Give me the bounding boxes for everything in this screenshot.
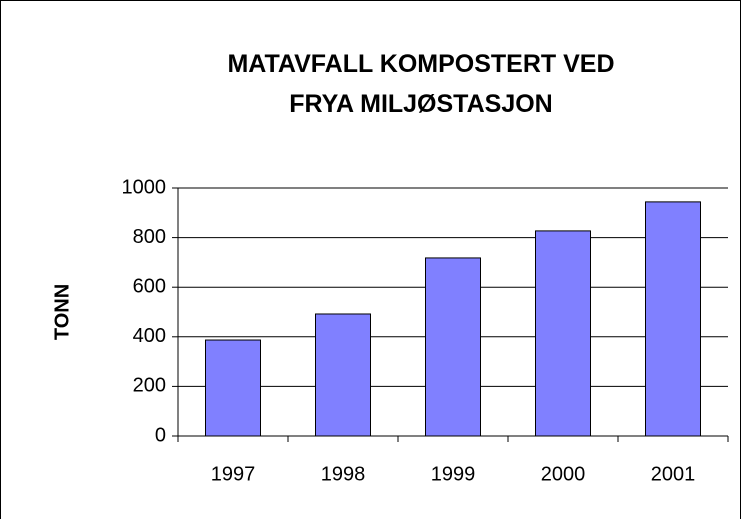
- bar: [205, 339, 261, 437]
- chart-title: MATAVFALL KOMPOSTERT VED FRYA MILJØSTASJ…: [227, 50, 615, 118]
- bar: [535, 230, 591, 437]
- x-tick-label: 1997: [211, 463, 256, 485]
- bar: [315, 313, 371, 437]
- y-tick-label: 400: [133, 325, 166, 347]
- x-tick-label: 2000: [541, 463, 586, 485]
- y-tick-label: 600: [133, 275, 166, 297]
- y-axis-label: TONN: [51, 284, 73, 340]
- bar: [425, 257, 481, 437]
- y-tick-label: 800: [133, 226, 166, 248]
- x-tick-label: 1999: [431, 463, 476, 485]
- y-tick-label: 0: [155, 424, 166, 446]
- y-tick-label: 1000: [122, 176, 167, 198]
- x-tick-label: 2001: [651, 463, 696, 485]
- y-tick-label: 200: [133, 375, 166, 397]
- x-tick-label: 1998: [321, 463, 366, 485]
- bar: [645, 201, 701, 437]
